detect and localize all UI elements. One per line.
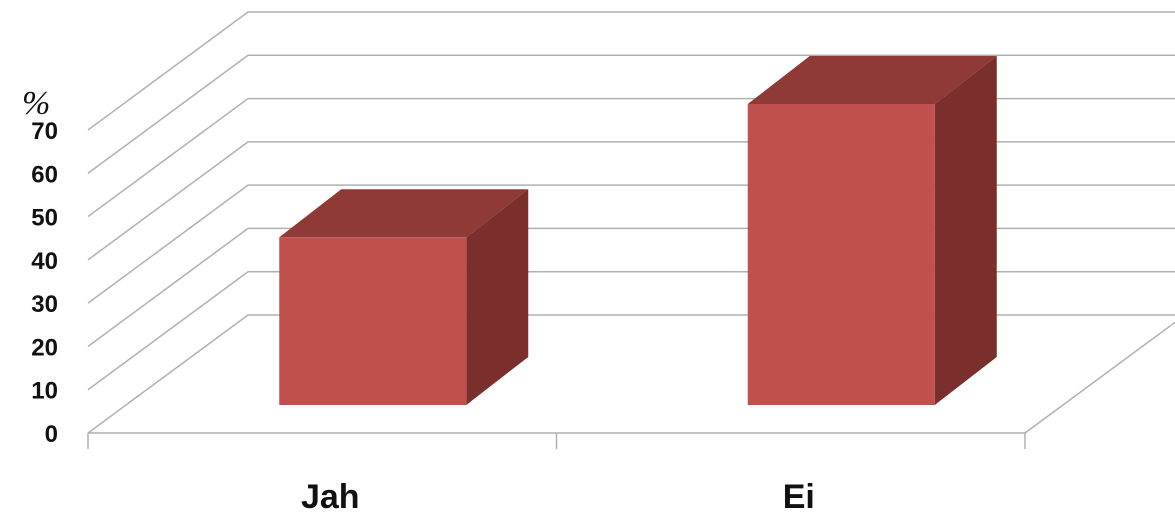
bar-top-face <box>279 189 529 238</box>
x-axis-category-labels: Jah Ei <box>301 478 815 512</box>
gridline <box>87 184 1175 304</box>
y-tick-label: 40 <box>31 248 58 275</box>
y-axis-tick-labels: 0 10 20 30 40 50 60 70 <box>31 118 58 448</box>
bar-side-face <box>466 189 529 405</box>
chart-bars <box>279 56 997 405</box>
gridline <box>87 54 1175 174</box>
y-axis-unit-label: % <box>22 85 50 122</box>
chart-axes <box>87 321 1175 449</box>
bar-front-face <box>747 104 935 405</box>
gridline <box>87 270 1175 391</box>
category-label: Jah <box>301 478 360 512</box>
bar-side-face <box>934 56 997 405</box>
floor-edge-line <box>1024 321 1175 434</box>
bar-top-face <box>747 56 997 104</box>
y-tick-label: 10 <box>31 378 58 405</box>
bar-jah <box>279 189 529 405</box>
y-tick-label: 0 <box>45 421 58 448</box>
y-tick-label: 70 <box>31 118 58 145</box>
bar-ei <box>747 56 997 405</box>
gridline <box>87 11 1175 131</box>
bar-front-face <box>279 237 467 405</box>
y-tick-label: 60 <box>31 161 58 188</box>
gridline <box>87 314 1175 434</box>
y-tick-label: 50 <box>31 205 58 232</box>
gridline <box>87 97 1175 218</box>
gridline <box>87 141 1175 261</box>
y-tick-label: 20 <box>31 334 58 361</box>
chart-gridlines <box>87 11 1175 434</box>
category-label: Ei <box>783 478 815 512</box>
gridline <box>87 227 1175 348</box>
y-tick-label: 30 <box>31 291 58 318</box>
